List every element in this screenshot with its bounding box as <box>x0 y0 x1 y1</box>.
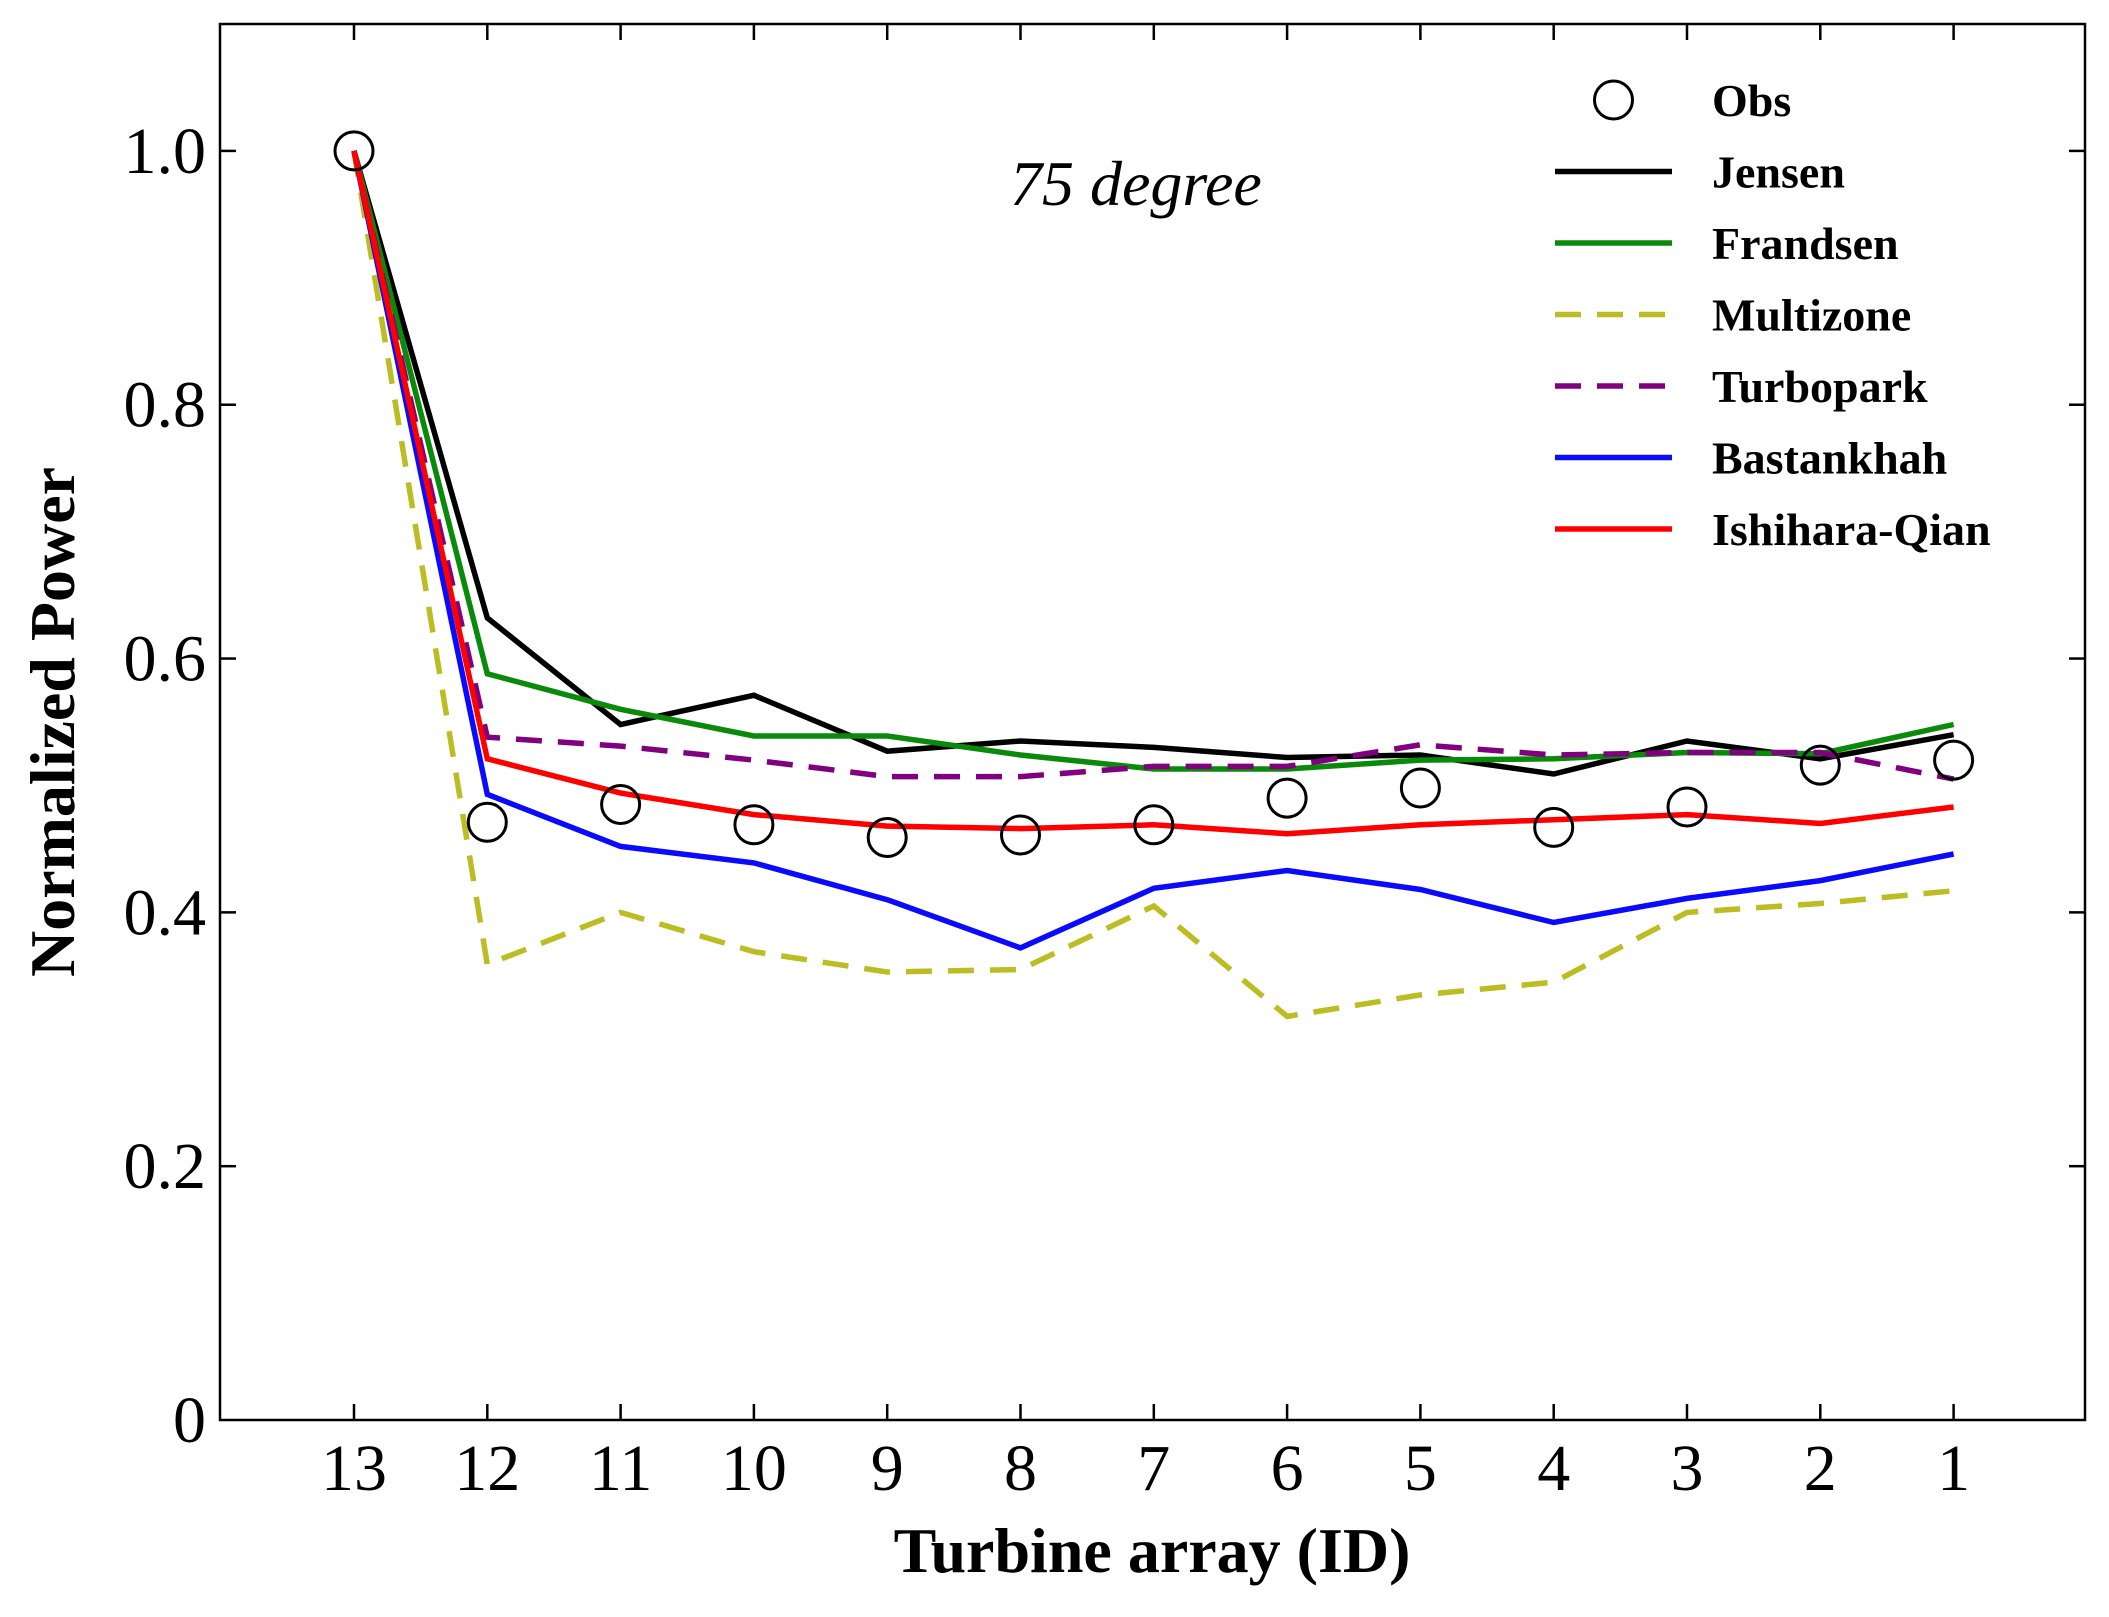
obs-point <box>333 130 375 172</box>
x-tick-label: 2 <box>1804 1432 1837 1505</box>
obs-point <box>1000 814 1041 856</box>
y-axis-title: Normalized Power <box>17 467 88 977</box>
annotation-text: 75 degree <box>1010 148 1262 219</box>
y-tick-label: 0.2 <box>124 1130 207 1203</box>
obs-point <box>600 783 642 825</box>
y-axis-ticks: 0 0.2 0.4 0.6 0.8 1.0 <box>124 115 2085 1457</box>
legend-label-ishihara-qian: Ishihara-Qian <box>1712 504 1991 555</box>
x-tick-label: 5 <box>1404 1432 1437 1505</box>
x-tick-label: 3 <box>1671 1432 1704 1505</box>
legend-label-multizone: Multizone <box>1712 290 1911 341</box>
plot-frame <box>218 22 2087 1422</box>
legend-label-bastankhah: Bastankhah <box>1712 433 1947 484</box>
x-tick-label: 1 <box>1937 1432 1970 1505</box>
obs-point <box>1266 777 1308 819</box>
y-tick-label: 0 <box>173 1384 206 1457</box>
legend-label-jensen: Jensen <box>1712 147 1845 198</box>
legend: Obs Jensen Frandsen Multizone Turbopark Basta… <box>1555 75 1991 555</box>
obs-point <box>466 801 508 843</box>
series-line-jensen <box>351 150 1955 777</box>
x-tick-label: 8 <box>1004 1432 1037 1505</box>
legend-marker-obs <box>1593 79 1634 121</box>
y-tick-label: 0.8 <box>124 369 207 442</box>
series-line-bastankhah <box>351 150 1955 951</box>
obs-point <box>733 804 775 846</box>
obs-point <box>1666 786 1708 828</box>
x-tick-label: 6 <box>1271 1432 1304 1505</box>
x-tick-label: 11 <box>589 1432 653 1505</box>
x-tick-label: 12 <box>454 1432 520 1505</box>
legend-label-obs: Obs <box>1712 75 1791 126</box>
obs-point <box>1799 744 1841 786</box>
x-tick-label: 13 <box>321 1432 387 1505</box>
series-line-turbopark <box>351 150 1955 782</box>
x-axis-ticks: 13 12 11 10 9 8 7 6 5 4 3 2 1 <box>321 24 1970 1505</box>
x-tick-label: 9 <box>871 1432 904 1505</box>
y-tick-label: 0.6 <box>124 623 207 696</box>
obs-point <box>1399 767 1441 809</box>
legend-label-turbopark: Turbopark <box>1712 361 1928 412</box>
x-tick-label: 10 <box>721 1432 787 1505</box>
obs-point <box>1933 739 1975 781</box>
x-axis-title: Turbine array (ID) <box>894 1515 1411 1586</box>
y-tick-label: 0.4 <box>124 876 207 949</box>
series-layer <box>333 130 1975 1020</box>
y-tick-label: 1.0 <box>124 115 207 188</box>
obs-point <box>1133 804 1175 846</box>
x-tick-label: 7 <box>1137 1432 1170 1505</box>
x-tick-label: 4 <box>1537 1432 1570 1505</box>
series-line-multizone <box>351 150 1954 1020</box>
obs-point <box>1533 806 1575 848</box>
legend-label-frandsen: Frandsen <box>1712 218 1899 269</box>
obs-point <box>866 816 908 858</box>
series-line-ishihara-qian <box>351 150 1954 837</box>
